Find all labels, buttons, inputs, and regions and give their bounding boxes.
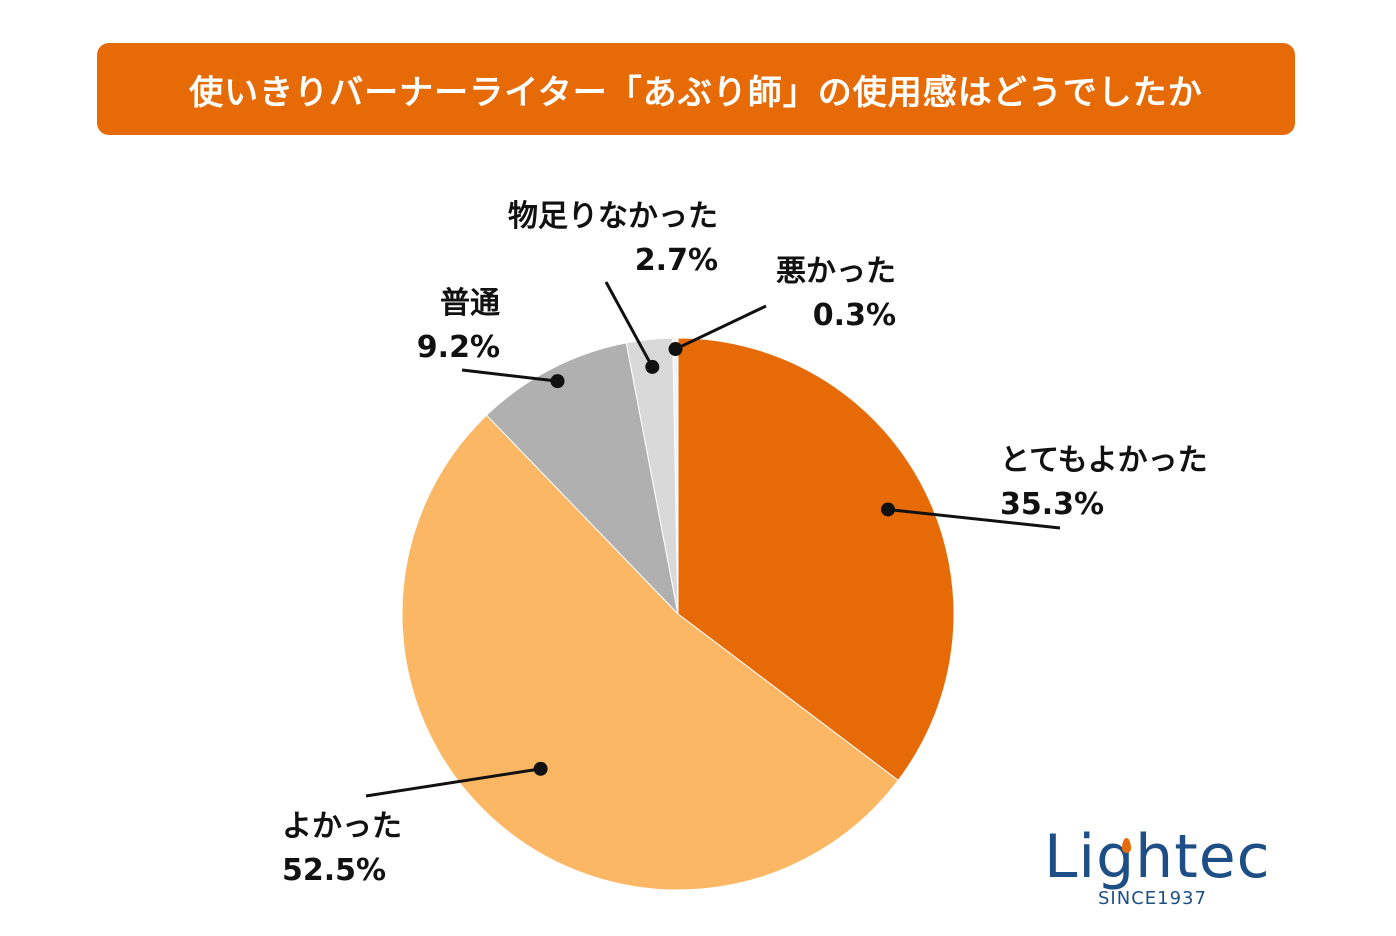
leader-dot-1 xyxy=(881,502,896,517)
pie-slice-5 xyxy=(672,337,679,615)
leader-dot-3 xyxy=(550,374,565,389)
pie-slice-1 xyxy=(677,337,955,782)
chart-title: 使いきりバーナーライター「あぶり師」の使用感はどうでしたか xyxy=(189,72,1203,113)
slice-label-5: 悪かった xyxy=(776,254,896,289)
leader-dot-5 xyxy=(668,342,683,357)
slice-label-3: 普通 xyxy=(440,286,500,321)
slice-label-1: とてもよかった xyxy=(1000,443,1208,478)
slice-value-2: 52.5% xyxy=(282,853,386,888)
leader-lines xyxy=(365,281,1061,798)
pie-slices xyxy=(401,337,955,891)
slice-label-4: 物足りなかった xyxy=(508,199,718,234)
slice-value-1: 35.3% xyxy=(1000,487,1104,522)
leader-line-1 xyxy=(887,507,1061,530)
slice-value-3: 9.2% xyxy=(417,330,500,365)
leader-line-4 xyxy=(604,281,654,368)
leader-dot-4 xyxy=(645,359,660,374)
leader-line-3 xyxy=(461,368,558,383)
logo-wordmark: Lightec xyxy=(1044,822,1271,892)
title-banner: 使いきりバーナーライター「あぶり師」の使用感はどうでしたか xyxy=(97,43,1295,135)
slice-value-4: 2.7% xyxy=(635,243,718,278)
slice-label-2: よかった xyxy=(282,809,402,844)
logo-tagline: SINCE1937 xyxy=(1098,888,1207,909)
lightec-logo: Lightec SINCE1937 xyxy=(1040,826,1270,914)
slice-labels: とてもよかった 35.3% よかった 52.5% 普通 9.2% 物足りなかった 2.7% 悪か… xyxy=(282,199,1208,888)
pie-slice-3 xyxy=(485,342,679,616)
leader-line-2 xyxy=(365,767,541,798)
leader-dot-2 xyxy=(533,761,548,776)
leader-line-5 xyxy=(674,304,767,351)
flame-icon xyxy=(1122,838,1131,853)
slice-value-5: 0.3% xyxy=(813,298,896,333)
